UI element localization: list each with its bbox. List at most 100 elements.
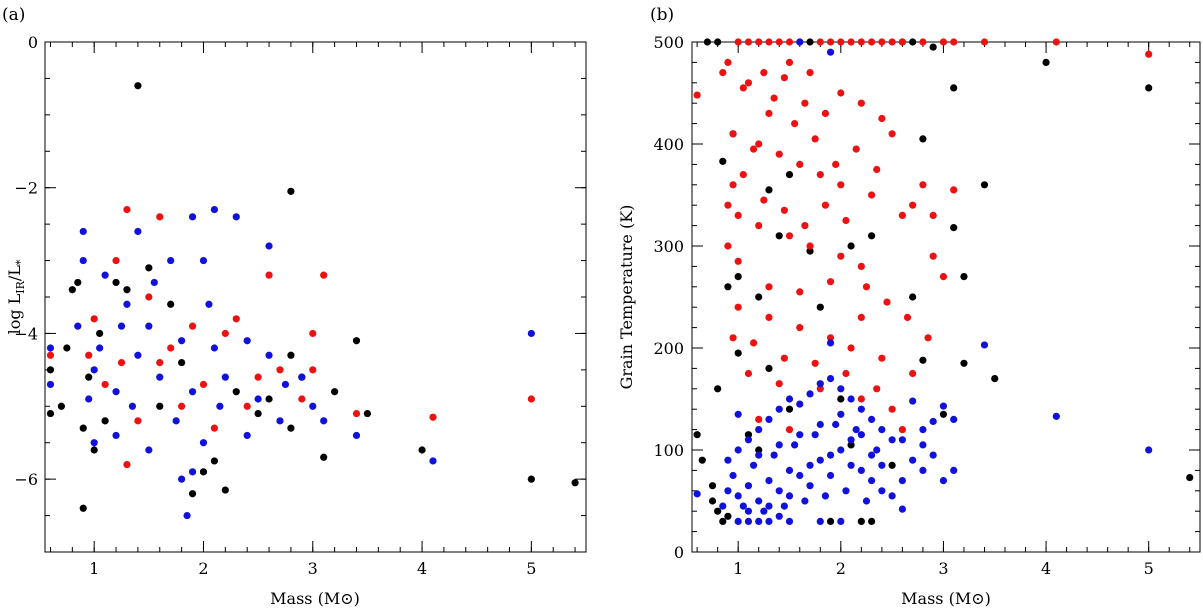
data-point-blue — [785, 395, 794, 403]
data-point-blue — [806, 461, 814, 469]
data-point-red — [780, 354, 788, 362]
data-point-red — [276, 366, 284, 374]
data-point-red — [837, 89, 845, 97]
data-point-black — [857, 517, 865, 526]
panel-a-x-tick-labels: 1 2 3 4 5 — [89, 559, 536, 578]
data-point-red — [939, 273, 948, 281]
data-point-red — [755, 38, 763, 46]
data-point-blue — [739, 502, 747, 510]
data-point-black — [167, 300, 175, 308]
data-point-blue — [785, 492, 794, 500]
data-point-blue — [527, 329, 535, 338]
data-point-red — [744, 38, 753, 46]
data-point-black — [232, 388, 240, 396]
panel-b-y-axis-title: Grain Temperature (K) — [617, 205, 636, 390]
data-point-red — [826, 38, 835, 46]
data-point-black — [744, 431, 753, 439]
data-point-blue — [112, 431, 120, 440]
data-point-red — [46, 351, 55, 359]
data-point-black — [837, 395, 845, 403]
data-point-black — [734, 349, 742, 357]
panel-a-points — [46, 82, 579, 520]
data-point-blue — [309, 402, 317, 410]
data-point-red — [320, 271, 328, 279]
data-point-blue — [811, 431, 819, 439]
data-point-red — [919, 181, 927, 189]
data-point-black — [714, 385, 722, 393]
panel-a-y-axis-title-mid: /L — [5, 265, 24, 281]
data-point-black — [765, 364, 773, 372]
data-point-red — [123, 205, 131, 214]
data-point-blue — [755, 426, 763, 434]
data-point-blue — [939, 402, 948, 410]
data-point-blue — [816, 517, 824, 526]
data-point-blue — [826, 48, 835, 56]
data-point-black — [85, 373, 93, 381]
data-point-black — [693, 431, 701, 439]
data-point-blue — [796, 400, 804, 408]
data-point-red — [254, 373, 262, 381]
data-point-black — [714, 507, 722, 515]
data-point-red — [755, 222, 763, 230]
data-point-blue — [134, 227, 142, 236]
data-point-red — [298, 395, 306, 403]
panel-b-grain-temperature-chart: (b) 1 2 3 4 5 0 100 200 300 400 500 Mass (M⊙) Gra… — [617, 5, 1201, 608]
data-point-blue — [1052, 412, 1060, 420]
data-point-black — [826, 517, 835, 526]
data-point-blue — [785, 466, 794, 474]
data-point-red — [101, 380, 109, 389]
data-point-blue — [785, 517, 794, 526]
panel-b-plot-frame — [691, 41, 1201, 553]
data-point-blue — [898, 477, 906, 485]
data-point-blue — [744, 517, 753, 526]
data-point-blue — [749, 461, 758, 469]
data-point-red — [178, 402, 186, 410]
data-point-red — [232, 315, 240, 323]
data-point-blue — [950, 466, 958, 474]
data-point-red — [857, 99, 865, 107]
data-point-blue — [265, 242, 273, 250]
data-point-black — [960, 273, 968, 281]
data-point-red — [156, 358, 164, 367]
data-point-red — [806, 69, 814, 77]
data-point-blue — [167, 256, 175, 265]
data-point-blue — [281, 380, 290, 389]
data-point-red — [950, 38, 958, 46]
data-point-red — [760, 69, 768, 77]
data-point-blue — [205, 300, 213, 308]
data-point-red — [796, 288, 804, 296]
data-point-black — [775, 232, 783, 240]
data-point-red — [265, 271, 273, 279]
data-point-red — [857, 313, 865, 321]
data-point-red — [765, 283, 773, 291]
data-point-red — [939, 38, 948, 46]
panel-a-y-axis-title-sub2: * — [14, 259, 27, 265]
data-point-red — [210, 424, 219, 432]
data-point-black — [221, 486, 229, 494]
data-point-red — [883, 298, 891, 306]
data-point-black — [714, 38, 722, 46]
data-point-red — [837, 38, 845, 46]
data-point-black — [991, 375, 999, 383]
data-point-black — [724, 512, 732, 520]
data-point-blue — [90, 439, 98, 447]
data-point-red — [734, 303, 742, 311]
data-point-blue — [79, 227, 87, 236]
data-point-red — [755, 415, 763, 423]
data-point-red — [309, 366, 317, 374]
data-point-red — [739, 171, 747, 179]
data-point-blue — [755, 517, 763, 526]
data-point-black — [950, 224, 958, 232]
data-point-red — [898, 38, 906, 46]
x-tick-label: 2 — [836, 559, 846, 578]
data-point-black — [571, 479, 579, 487]
data-point-red — [837, 181, 845, 189]
data-point-red — [821, 109, 830, 117]
data-point-blue — [183, 511, 191, 520]
data-point-black — [145, 264, 153, 272]
data-point-blue — [929, 451, 937, 459]
data-point-blue — [254, 395, 262, 403]
data-point-red — [734, 211, 742, 219]
data-point-blue — [765, 477, 773, 485]
data-point-red — [852, 145, 860, 153]
